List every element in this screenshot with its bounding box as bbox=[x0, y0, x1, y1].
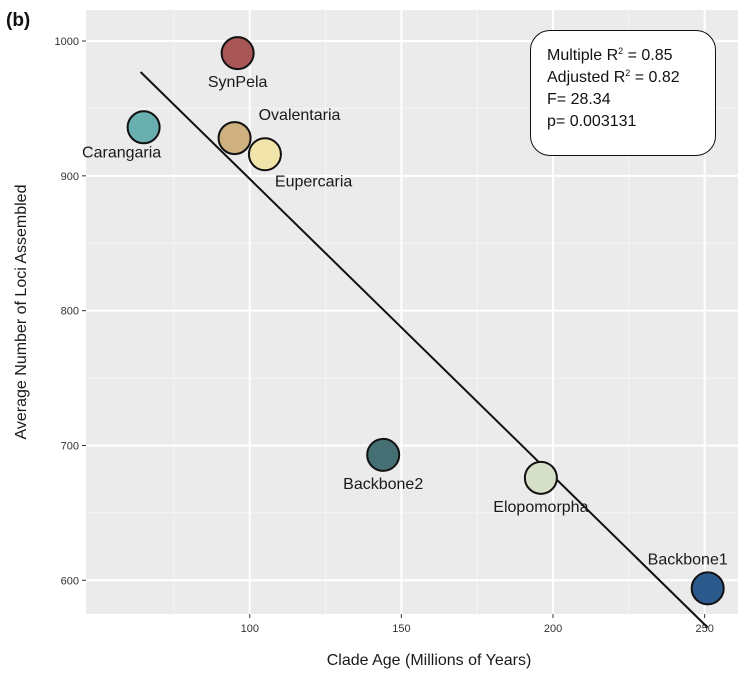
point-ovalentaria bbox=[217, 121, 252, 156]
y-tick-label: 600 bbox=[61, 575, 79, 587]
point-labels: SynPela Carangaria Ovalentaria Eupercaria Ba… bbox=[82, 74, 728, 568]
point-synpela bbox=[220, 36, 255, 71]
regression-line bbox=[139, 71, 709, 629]
point-label-backbone1: Backbone1 bbox=[648, 551, 728, 568]
point-label-elopomorpha: Elopomorpha bbox=[493, 499, 588, 516]
data-points bbox=[126, 36, 725, 606]
point-elopomorpha bbox=[523, 460, 558, 495]
point-label-backbone2: Backbone2 bbox=[343, 476, 423, 493]
point-backbone1 bbox=[690, 571, 725, 606]
stat-f: F= 28.34 bbox=[547, 91, 611, 108]
regression-stats-box: Multiple R2 = 0.85 Adjusted R2 = 0.82 F=… bbox=[530, 30, 716, 156]
x-tick-label: 150 bbox=[392, 623, 410, 635]
fit-line bbox=[139, 71, 709, 629]
x-axis-title: Clade Age (Millions of Years) bbox=[327, 652, 532, 669]
y-tick-label: 900 bbox=[61, 171, 79, 183]
axis-ticks: 100 150 200 250 600 700 800 900 1000 bbox=[55, 36, 714, 635]
stat-p: p= 0.003131 bbox=[547, 113, 637, 130]
point-eupercaria bbox=[247, 137, 282, 172]
point-label-eupercaria: Eupercaria bbox=[275, 173, 352, 190]
y-tick-label: 700 bbox=[61, 440, 79, 452]
panel-tag: (b) bbox=[6, 10, 30, 31]
stat-adjusted-r2: Adjusted R2 = 0.82 bbox=[547, 68, 680, 87]
y-tick-label: 1000 bbox=[55, 36, 79, 48]
x-tick-label: 250 bbox=[695, 623, 713, 635]
y-axis-title: Average Number of Loci Assembled bbox=[13, 185, 30, 440]
point-backbone2 bbox=[366, 437, 401, 472]
y-tick-label: 800 bbox=[61, 306, 79, 318]
x-tick-label: 200 bbox=[544, 623, 562, 635]
point-label-carangaria: Carangaria bbox=[82, 144, 161, 161]
point-carangaria bbox=[126, 110, 161, 145]
point-label-ovalentaria: Ovalentaria bbox=[259, 107, 341, 124]
point-label-synpela: SynPela bbox=[208, 74, 268, 91]
x-tick-label: 100 bbox=[241, 623, 259, 635]
stat-multiple-r2: Multiple R2 = 0.85 bbox=[547, 46, 673, 65]
